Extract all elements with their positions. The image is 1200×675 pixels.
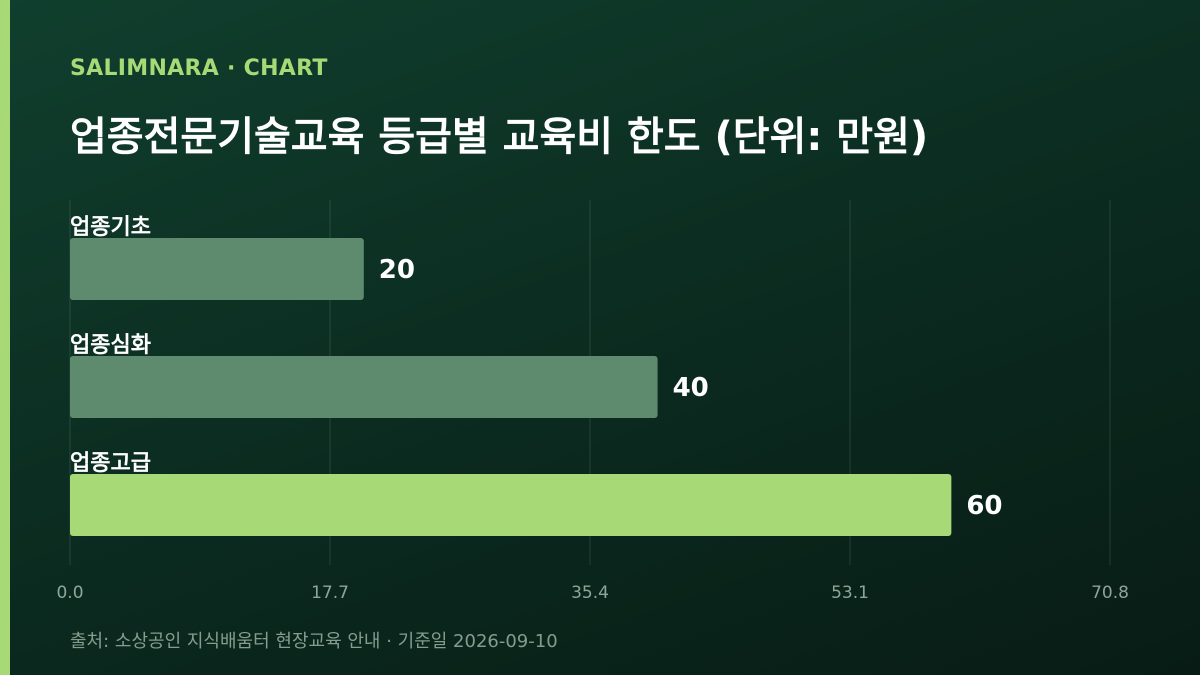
x-tick-label: 70.8 <box>1091 583 1129 603</box>
x-tick-label: 53.1 <box>831 583 869 603</box>
value-label: 20 <box>379 255 415 285</box>
x-tick-label: 0.0 <box>56 583 83 603</box>
chart-title: 업종전문기술교육 등급별 교육비 한도 (단위: 만원) <box>70 114 929 160</box>
accent-bar <box>0 0 10 675</box>
bars: 업종기초 20 업종심화 40 업종고급 60 <box>70 215 1003 536</box>
bar <box>70 356 658 418</box>
category-label: 업종고급 <box>70 451 151 476</box>
x-tick-label: 17.7 <box>311 583 349 603</box>
bar <box>70 474 952 536</box>
brand-label: SALIMNARA · CHART <box>70 56 328 81</box>
x-tick-label: 35.4 <box>571 583 609 603</box>
value-label: 60 <box>966 491 1002 521</box>
bar <box>70 238 364 300</box>
value-label: 40 <box>673 373 709 403</box>
category-label: 업종심화 <box>70 333 151 358</box>
category-label: 업종기초 <box>70 215 151 240</box>
x-axis-ticks: 0.0 17.7 35.4 53.1 70.8 <box>56 583 1128 603</box>
source-note: 출처: 소상공인 지식배움터 현장교육 안내 · 기준일 2026-09-10 <box>70 631 558 652</box>
